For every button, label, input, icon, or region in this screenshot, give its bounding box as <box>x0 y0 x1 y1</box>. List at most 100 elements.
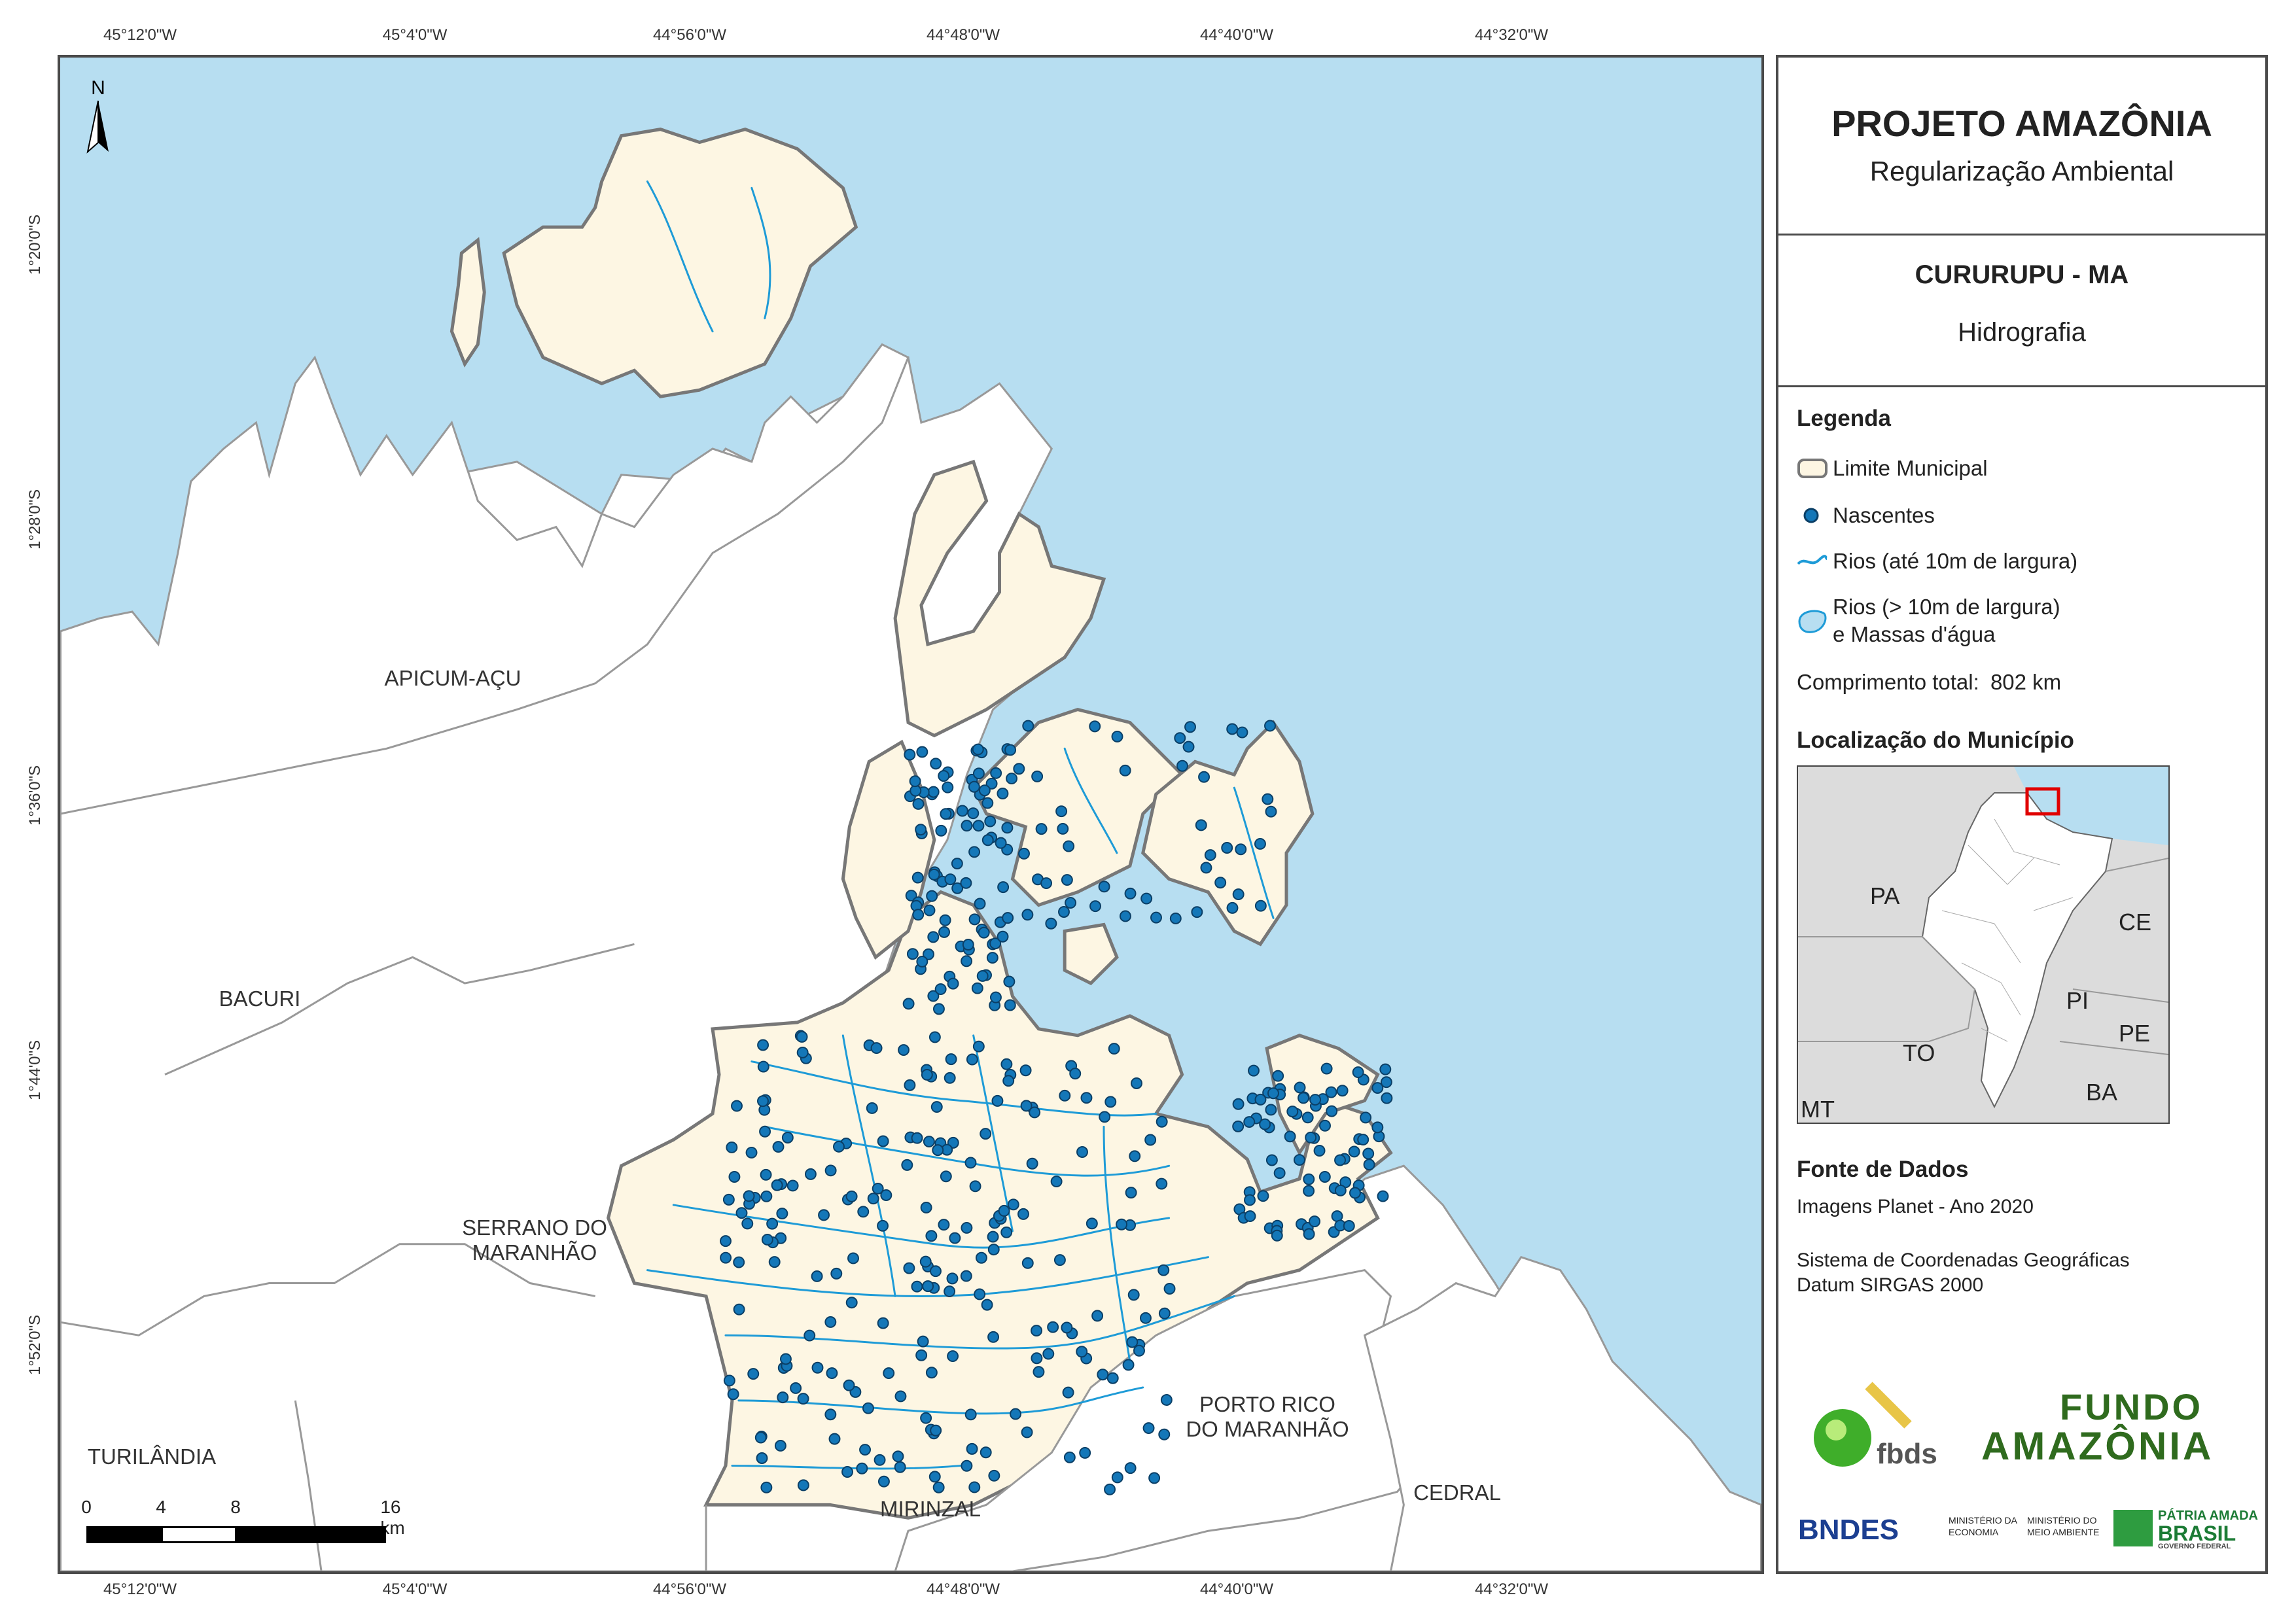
spring-point <box>975 1251 987 1264</box>
spring-point <box>1065 897 1077 909</box>
min-economia-1: MINISTÉRIO DA <box>1949 1515 2018 1526</box>
spring-point <box>940 1170 952 1183</box>
spring-point <box>845 1297 858 1309</box>
spring-point <box>904 1079 916 1091</box>
spring-point <box>902 998 915 1010</box>
scale-label-8: 8 <box>230 1497 241 1517</box>
spring-point <box>824 1316 837 1328</box>
spring-point <box>1021 1257 1034 1269</box>
spring-point <box>877 1135 889 1147</box>
spring-point <box>1232 888 1245 901</box>
fundo-text: FUNDO <box>2060 1386 2204 1427</box>
island-small <box>1063 922 1119 986</box>
scale-label-0: 0 <box>81 1497 92 1517</box>
spring-point <box>1191 906 1203 918</box>
spring-point <box>1017 1208 1029 1220</box>
lon-top-5: 44°40'0"W <box>1199 26 1274 44</box>
spring-point <box>760 1481 773 1493</box>
spring-point <box>972 767 985 780</box>
legend-label-2: e Massas d'água <box>1833 622 1996 646</box>
spring-point <box>991 1094 1004 1107</box>
spring-point <box>1002 1075 1015 1087</box>
spring-point <box>845 1190 858 1202</box>
spring-point <box>928 1031 941 1043</box>
fundo-amazonia-logo: FUNDO AMAZÔNIA <box>1975 1386 2250 1477</box>
spring-point <box>1254 899 1267 912</box>
spring-point <box>1108 1043 1120 1055</box>
spring-point <box>966 1442 978 1455</box>
island-mid-2 <box>971 707 1185 907</box>
spring-point <box>1063 1451 1076 1463</box>
river <box>1063 747 1118 854</box>
spring-point <box>1226 901 1239 914</box>
spring-point <box>1371 1121 1384 1134</box>
spring-point <box>743 1190 755 1202</box>
spring-point <box>1303 1185 1315 1197</box>
fbds-logo-mark <box>1814 1382 1912 1467</box>
spring-point <box>1360 1111 1372 1124</box>
lon-top-6: 44°32'0"W <box>1474 26 1549 44</box>
spring-point <box>1232 1098 1245 1110</box>
sources-heading: Fonte de Dados <box>1797 1157 1969 1182</box>
spring-point <box>1174 732 1186 744</box>
spring-point <box>1126 1336 1139 1348</box>
spring-point <box>961 1459 973 1472</box>
spring-point <box>1309 1094 1322 1106</box>
spring-point <box>872 1182 884 1195</box>
spring-point <box>1142 1422 1155 1435</box>
spring-point <box>930 1101 943 1113</box>
spring-point <box>768 1256 781 1268</box>
spring-point <box>1004 999 1016 1011</box>
spring-point <box>905 890 917 902</box>
island-mid-3 <box>1141 720 1315 947</box>
spring-point <box>981 834 994 846</box>
lon-top-4: 44°48'0"W <box>926 26 1000 44</box>
spring-point <box>894 1390 907 1403</box>
spring-point <box>962 939 974 951</box>
spring-point <box>1119 910 1131 922</box>
cedral-land <box>1363 1255 1761 1571</box>
spring-point <box>1254 837 1266 850</box>
spring-point <box>811 1361 824 1374</box>
scale-seg-2 <box>161 1526 237 1543</box>
label-apicum-acu: APICUM-AÇU <box>384 666 521 690</box>
map-frame[interactable]: APICUM-AÇU BACURI SERRANO DO MARANHÃO TU… <box>58 55 1764 1574</box>
spring-point <box>1045 917 1057 930</box>
label-turilandia: TURILÂNDIA <box>87 1444 217 1469</box>
scale-seg-3 <box>236 1526 386 1543</box>
spring-point <box>974 1288 986 1300</box>
spring-point <box>733 1303 745 1316</box>
patria-1: PÁTRIA AMADA <box>2158 1509 2258 1523</box>
spring-point <box>1140 892 1153 905</box>
scale-label-4: 4 <box>156 1497 166 1517</box>
spring-point <box>974 898 986 910</box>
lat-3: 1°36'0"S <box>26 765 44 826</box>
spring-point <box>930 1424 942 1437</box>
spring-point <box>926 890 938 902</box>
spring-point <box>1303 1173 1315 1185</box>
label-serrano: SERRANO DO MARANHÃO <box>462 1215 607 1265</box>
spring-point <box>964 1408 977 1421</box>
spring-point <box>786 1179 799 1192</box>
river <box>751 186 771 320</box>
spring-point <box>877 1475 890 1488</box>
river <box>646 1256 1209 1297</box>
spring-point <box>1063 840 1075 852</box>
spring-point <box>1158 1428 1171 1440</box>
spring-point <box>1089 720 1101 733</box>
spring-point <box>966 1053 978 1066</box>
spring-point <box>1111 730 1123 742</box>
spring-point <box>1272 1070 1284 1082</box>
spring-point <box>1259 1118 1271 1130</box>
spring-point <box>971 982 983 994</box>
spring-point <box>741 1217 754 1230</box>
spring-point <box>1320 1062 1333 1075</box>
location-highlight <box>2025 787 2060 816</box>
spring-point <box>1097 1369 1109 1381</box>
spring-point <box>939 914 951 926</box>
spring-point <box>1003 975 1016 988</box>
spring-point <box>923 1136 935 1148</box>
spring-point <box>1262 793 1274 805</box>
spring-point <box>1104 1096 1117 1108</box>
state-mt: MT <box>1801 1096 1835 1123</box>
